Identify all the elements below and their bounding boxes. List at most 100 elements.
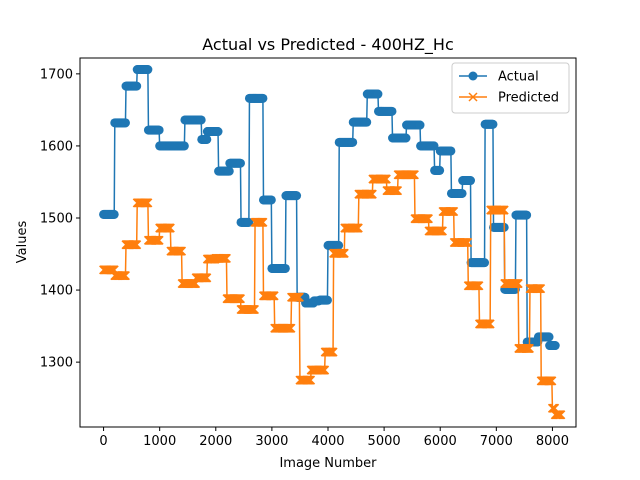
y-tick-label: 1700 [40, 67, 73, 82]
data-point [235, 158, 245, 168]
data-point [328, 347, 338, 357]
data-point [258, 217, 268, 227]
data-point [488, 119, 498, 129]
x-tick-label: 0 [99, 434, 107, 449]
data-point [348, 137, 358, 147]
data-point [401, 133, 411, 143]
data-point [143, 65, 153, 75]
plot-area [99, 65, 566, 420]
data-point [449, 206, 459, 217]
data-point [177, 246, 187, 256]
data-point [294, 292, 304, 302]
series-actual [99, 65, 560, 351]
data-point [550, 341, 560, 351]
data-point [463, 237, 473, 248]
data-point [132, 240, 142, 250]
data-point [109, 209, 119, 219]
data-point [322, 295, 332, 305]
series-predicted [99, 170, 566, 420]
data-point [165, 223, 175, 233]
data-point [522, 210, 532, 220]
data-point [132, 81, 142, 91]
y-tick-label: 1500 [40, 211, 73, 226]
data-point [154, 235, 164, 245]
data-point [446, 146, 456, 156]
data-point [196, 115, 206, 125]
x-tick-label: 3000 [255, 434, 288, 449]
data-point [429, 141, 439, 151]
legend: Actual Predicted [451, 62, 570, 114]
data-point [415, 120, 425, 130]
y-axis-label: Values [15, 221, 30, 264]
data-point [480, 258, 490, 268]
legend-predicted-marker [468, 92, 478, 102]
data-point [224, 166, 234, 176]
chart-title: Actual vs Predicted - 400HZ_Hc [202, 35, 454, 55]
legend-actual-label: Actual [498, 70, 539, 85]
y-tick-label: 1400 [40, 284, 73, 299]
data-point [179, 141, 189, 151]
data-point [485, 319, 495, 329]
data-point [547, 376, 557, 386]
x-tick-label: 4000 [311, 434, 344, 449]
data-point [269, 291, 279, 301]
data-point [258, 93, 268, 103]
x-tick-label: 6000 [424, 434, 457, 449]
data-point [334, 240, 344, 250]
data-point [423, 214, 433, 224]
data-point [499, 205, 509, 215]
x-axis: 0 1000 2000 3000 4000 5000 6000 7000 8000 [99, 427, 569, 449]
data-point [266, 195, 276, 205]
x-tick-label: 7000 [480, 434, 513, 449]
data-point [466, 176, 476, 186]
data-point [280, 263, 290, 273]
data-point [544, 332, 554, 342]
data-point [120, 271, 130, 281]
data-point [367, 189, 377, 199]
series-markers-predicted [99, 170, 566, 420]
data-point [457, 188, 467, 198]
series-markers-actual [99, 65, 560, 351]
legend-predicted-label: Predicted [498, 91, 559, 106]
data-point [353, 223, 363, 233]
data-point [437, 226, 447, 236]
data-point [513, 279, 523, 289]
data-point [387, 106, 397, 116]
data-point [435, 165, 445, 175]
series-layer [99, 65, 566, 420]
y-tick-label: 1600 [40, 139, 73, 154]
data-point [221, 253, 231, 263]
legend-actual-marker [468, 71, 478, 81]
data-point [249, 304, 260, 315]
data-point [524, 343, 534, 353]
data-point [286, 323, 296, 333]
y-axis: 1300 1400 1500 1600 1700 [40, 67, 80, 371]
data-point [556, 410, 566, 420]
data-point [393, 186, 403, 196]
data-point [202, 273, 212, 283]
data-point [235, 294, 246, 304]
x-axis-label: Image Number [279, 456, 377, 471]
x-tick-label: 8000 [536, 434, 569, 449]
data-point [213, 127, 223, 137]
data-point [244, 217, 254, 227]
data-point [120, 118, 130, 128]
data-point [143, 198, 153, 208]
data-point [306, 375, 316, 385]
x-tick-label: 2000 [199, 434, 232, 449]
data-point [292, 191, 302, 201]
data-point [339, 248, 349, 258]
x-tick-label: 5000 [368, 434, 401, 449]
data-point [362, 117, 372, 127]
x-tick-label: 1000 [143, 434, 176, 449]
data-point [474, 281, 484, 291]
data-point [320, 365, 330, 375]
data-point [373, 89, 383, 99]
data-point [409, 170, 419, 180]
data-point [381, 174, 391, 184]
data-point [536, 284, 546, 294]
y-tick-label: 1300 [40, 356, 73, 371]
data-point [154, 125, 164, 135]
data-point [202, 134, 212, 144]
